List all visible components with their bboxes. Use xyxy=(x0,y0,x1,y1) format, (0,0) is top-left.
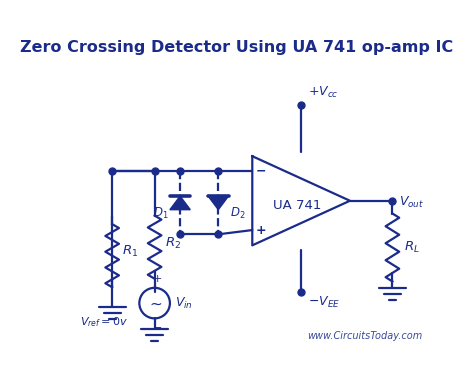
Text: Zero Crossing Detector Using UA 741 op-amp IC: Zero Crossing Detector Using UA 741 op-a… xyxy=(20,40,454,55)
Text: $V_{out}$: $V_{out}$ xyxy=(399,195,424,210)
Text: +: + xyxy=(255,223,266,236)
Text: $\sim$: $\sim$ xyxy=(146,296,163,311)
Polygon shape xyxy=(170,196,190,210)
Text: $R_1$: $R_1$ xyxy=(122,244,138,259)
Text: −: − xyxy=(255,165,266,178)
Text: $V_{in}$: $V_{in}$ xyxy=(175,296,193,311)
Text: $-V_{EE}$: $-V_{EE}$ xyxy=(308,295,340,310)
Text: $R_2$: $R_2$ xyxy=(165,236,181,251)
Text: $R_L$: $R_L$ xyxy=(404,240,420,255)
Text: www.CircuitsToday.com: www.CircuitsToday.com xyxy=(307,331,422,342)
Text: $V_{ref}=0v$: $V_{ref}=0v$ xyxy=(80,315,128,329)
Text: $+V_{cc}$: $+V_{cc}$ xyxy=(308,85,338,100)
Text: UA 741: UA 741 xyxy=(273,199,321,212)
Text: $D_1$: $D_1$ xyxy=(153,206,168,221)
Text: $D_2$: $D_2$ xyxy=(230,206,246,221)
Text: $-$: $-$ xyxy=(152,321,162,331)
Text: +: + xyxy=(153,274,162,283)
Polygon shape xyxy=(208,196,228,210)
